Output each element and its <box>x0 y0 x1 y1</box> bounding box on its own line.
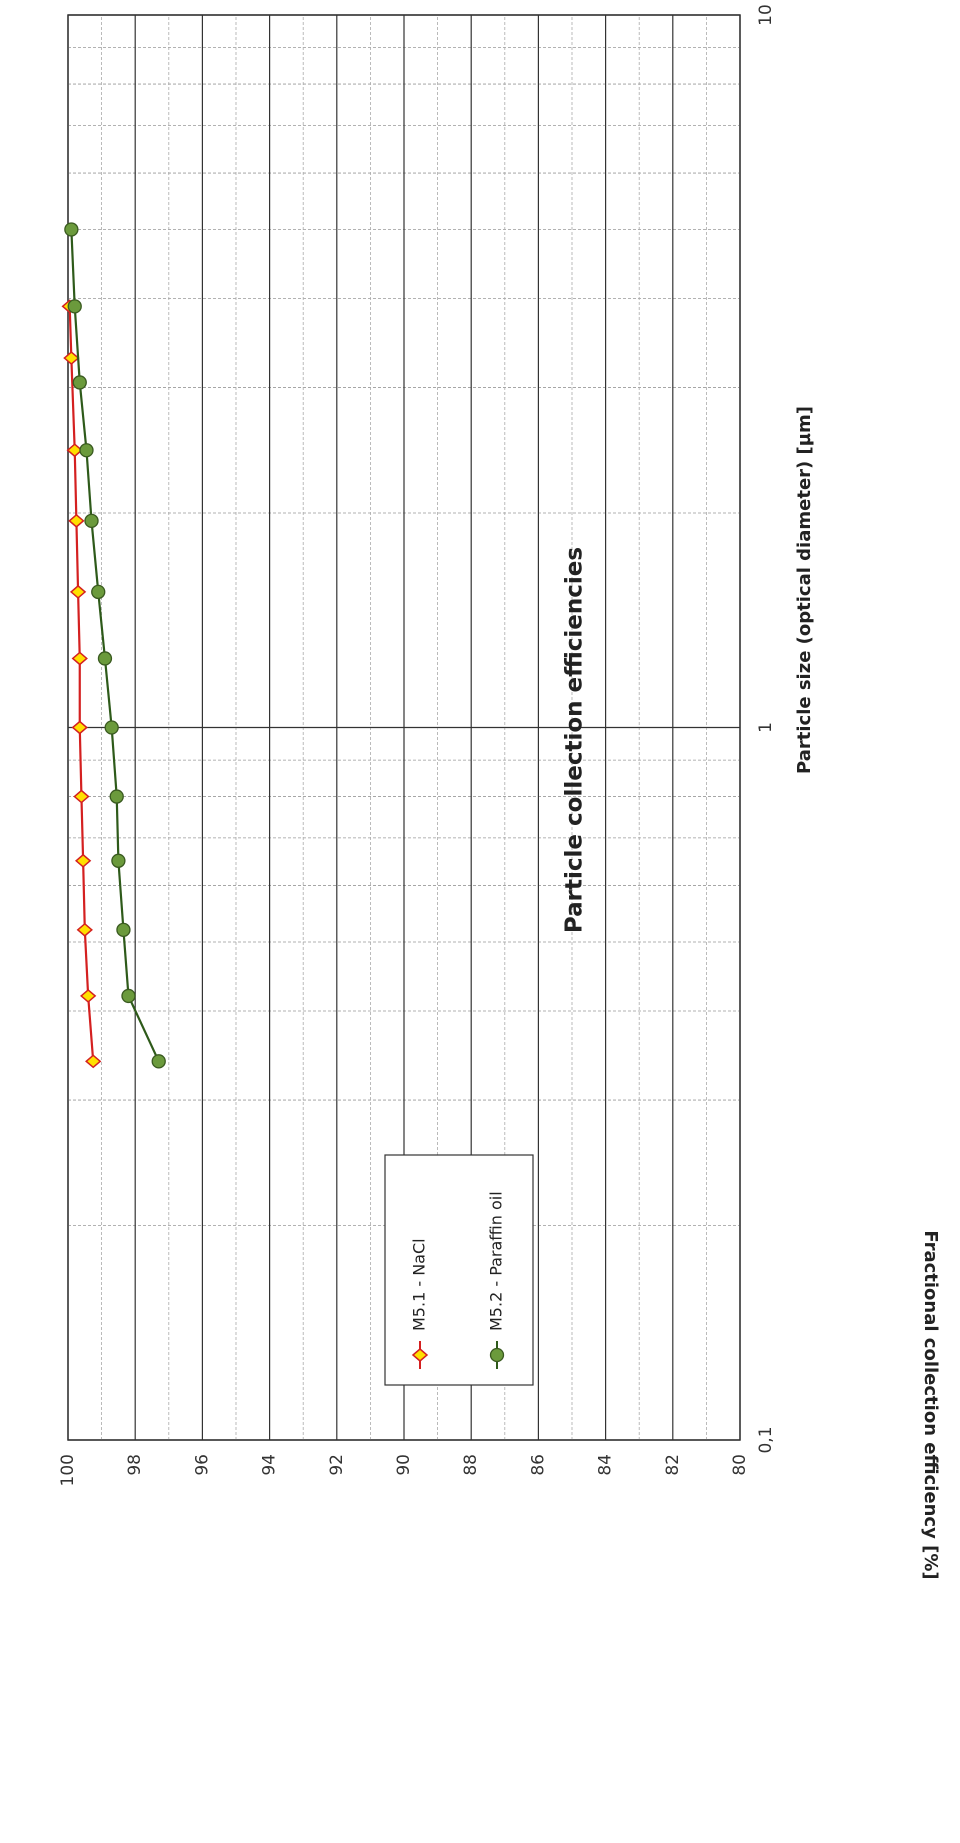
marker <box>109 789 124 804</box>
y-tick-label: 80 <box>730 1454 750 1476</box>
legend-marker <box>489 1347 505 1363</box>
marker <box>84 513 99 529</box>
marker <box>80 988 97 1003</box>
marker <box>121 988 136 1004</box>
y-tick-label: 86 <box>528 1454 548 1476</box>
legend-label: M5.2 - Paraffin oil <box>487 1191 506 1331</box>
marker <box>151 1054 166 1069</box>
marker <box>72 375 87 390</box>
y-tick-label: 100 <box>58 1454 78 1486</box>
y-tick-label: 88 <box>461 1454 481 1476</box>
y-tick-label: 90 <box>394 1454 414 1476</box>
marker <box>71 720 88 735</box>
legend-box <box>384 1154 534 1386</box>
plot: Particle collection efficiencies Particl… <box>58 4 941 1579</box>
marker <box>64 222 79 237</box>
y-tick-label: 98 <box>125 1454 145 1476</box>
marker <box>85 1054 102 1069</box>
marker <box>68 513 85 528</box>
y-tick-label: 84 <box>596 1454 616 1476</box>
marker <box>69 584 87 599</box>
x-tick-label: 0,1 <box>756 1426 776 1453</box>
labels: Particle collection efficiencies Particl… <box>58 4 941 1579</box>
x-tick-label: 1 <box>756 722 776 733</box>
marker <box>116 922 131 937</box>
y-tick-label: 92 <box>327 1454 347 1476</box>
legend: M5.1 - NaCl M5.2 - Paraffin oil <box>384 1154 534 1386</box>
chart-title: Particle collection efficiencies <box>562 547 588 933</box>
marker <box>91 584 106 600</box>
marker <box>67 299 82 314</box>
marker <box>97 651 113 666</box>
x-axis-label: Particle size (optical diameter) [µm] <box>794 406 815 774</box>
y-tick-label: 96 <box>192 1454 212 1476</box>
marker <box>73 789 90 804</box>
legend-label: M5.1 - NaCl <box>410 1238 429 1331</box>
y-tick-label: 82 <box>663 1454 683 1476</box>
marker <box>79 443 94 458</box>
x-tick-label: 10 <box>756 4 776 26</box>
y-axis-label: Fractional collection efficiency [%] <box>920 1230 941 1579</box>
marker <box>71 651 88 666</box>
y-tick-label: 94 <box>260 1454 280 1476</box>
series-line <box>68 306 95 1062</box>
grid <box>67 14 741 1441</box>
marker <box>104 720 119 735</box>
marker <box>74 853 92 868</box>
legend-marker <box>411 1348 429 1362</box>
marker <box>111 853 126 868</box>
marks <box>61 222 166 1069</box>
marker <box>76 922 93 937</box>
